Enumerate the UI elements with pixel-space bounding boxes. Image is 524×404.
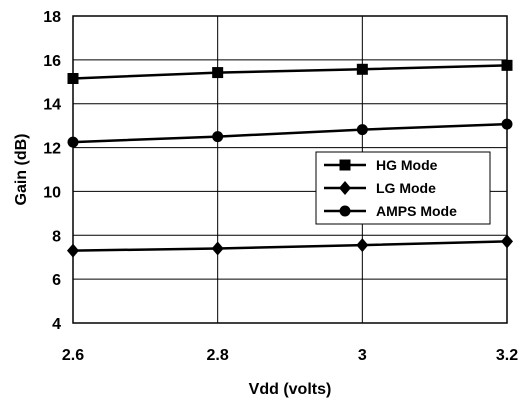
x-tick-label: 3 — [358, 347, 367, 364]
data-point-diamond — [356, 238, 369, 253]
data-point-diamond — [211, 241, 224, 256]
y-tick-label: 6 — [52, 272, 61, 289]
y-tick-label: 12 — [43, 141, 61, 158]
y-tick-label: 16 — [43, 53, 61, 70]
x-tick-labels: 2.6 2.8 3 3.2 — [62, 347, 518, 364]
plot-frame — [72, 15, 508, 324]
legend-marker-diamond — [339, 181, 351, 195]
x-tick-label: 3.2 — [496, 347, 518, 364]
data-point-diamond — [501, 234, 513, 249]
series-square — [67, 59, 513, 84]
data-point-circle — [501, 118, 513, 130]
legend-label: LG Mode — [376, 180, 436, 196]
data-point-diamond — [67, 243, 79, 258]
data-point-circle — [212, 131, 224, 143]
legend-item: LG Mode — [324, 180, 436, 196]
data-point-square — [356, 63, 368, 75]
legend-items: HG Mode LG Mode AMPS Mode — [324, 157, 457, 219]
legend-marker-circle — [339, 205, 351, 217]
data-point-square — [67, 72, 79, 84]
series-circle — [67, 118, 513, 148]
series-line — [72, 64, 508, 80]
series-line — [72, 122, 508, 144]
series-diamond — [67, 234, 513, 258]
data-point-square — [212, 67, 224, 79]
y-tick-label: 4 — [52, 316, 61, 333]
y-tick-label: 18 — [43, 9, 61, 26]
data-point-square — [501, 59, 513, 71]
data-point-circle — [67, 136, 79, 148]
series-line — [72, 240, 508, 252]
y-tick-label: 8 — [52, 228, 61, 245]
x-tick-label: 2.8 — [207, 347, 229, 364]
y-tick-labels: 4 6 8 10 12 14 16 18 — [43, 9, 61, 333]
legend-label: HG Mode — [376, 157, 438, 173]
legend-label: AMPS Mode — [376, 203, 457, 219]
series-lines — [67, 59, 513, 258]
y-axis-title: Gain (dB) — [13, 134, 30, 206]
legend-item: AMPS Mode — [324, 203, 457, 219]
x-axis-title: Vdd (volts) — [249, 381, 332, 398]
legend-item: HG Mode — [324, 157, 438, 173]
data-point-circle — [356, 124, 368, 136]
x-tick-label: 2.6 — [62, 347, 84, 364]
y-tick-label: 14 — [43, 97, 61, 114]
y-tick-label: 10 — [43, 184, 61, 201]
legend-marker-square — [339, 159, 351, 171]
legend: HG Mode LG Mode AMPS Mode — [315, 151, 491, 225]
